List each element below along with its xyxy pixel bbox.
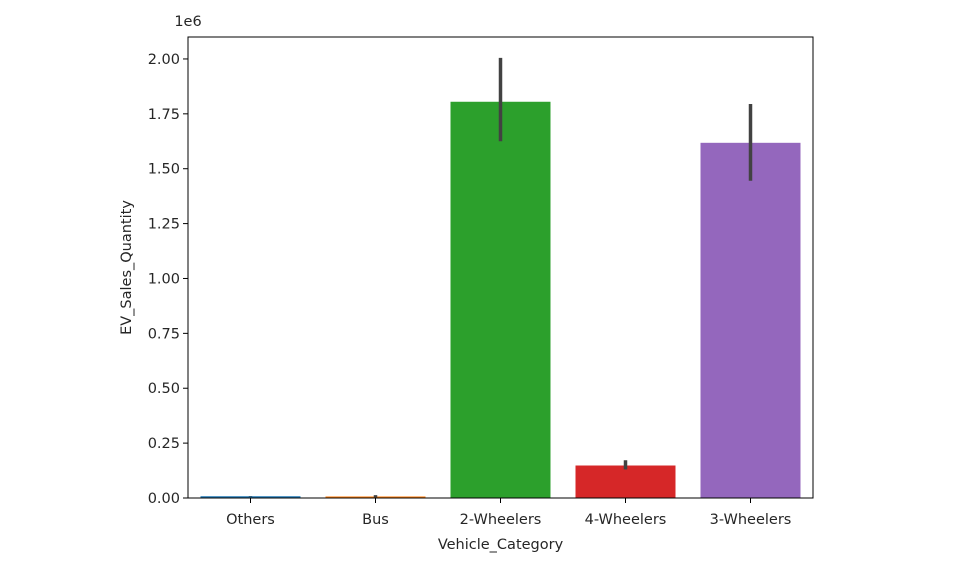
x-tick-label: 3-Wheelers [710, 512, 792, 528]
x-tick-label: 2-Wheelers [460, 512, 542, 528]
bars-group [200, 101, 801, 498]
x-axis-label: Vehicle_Category [438, 537, 564, 553]
error-bars-group [248, 57, 753, 498]
y-tick-label: 0.25 [148, 436, 180, 452]
bar-4-wheelers [575, 465, 676, 498]
bar-3-wheelers [700, 142, 801, 498]
x-axis-ticks: Others Bus 2-Wheelers 4-Wheelers 3-Wheelers [226, 498, 791, 528]
y-tick-label: 1.75 [148, 107, 180, 123]
bar-2-wheelers [450, 101, 551, 498]
x-tick-label: Others [226, 512, 275, 528]
y-axis-offset-label: 1e6 [174, 14, 201, 30]
bar-others [200, 496, 301, 498]
y-tick-label: 0.50 [148, 381, 180, 397]
y-tick-label: 1.50 [148, 162, 180, 178]
y-axis-ticks: 0.00 0.25 0.50 0.75 1.00 1.25 1.50 1.75 2.00 [148, 52, 188, 507]
y-tick-label: 1.00 [148, 271, 180, 287]
y-axis-label: EV_Sales_Quantity [119, 200, 135, 335]
y-tick-label: 2.00 [148, 52, 180, 68]
x-tick-label: 4-Wheelers [585, 512, 667, 528]
y-tick-label: 0.00 [148, 491, 180, 507]
y-tick-label: 0.75 [148, 326, 180, 342]
x-tick-label: Bus [362, 512, 389, 528]
y-tick-label: 1.25 [148, 217, 180, 233]
